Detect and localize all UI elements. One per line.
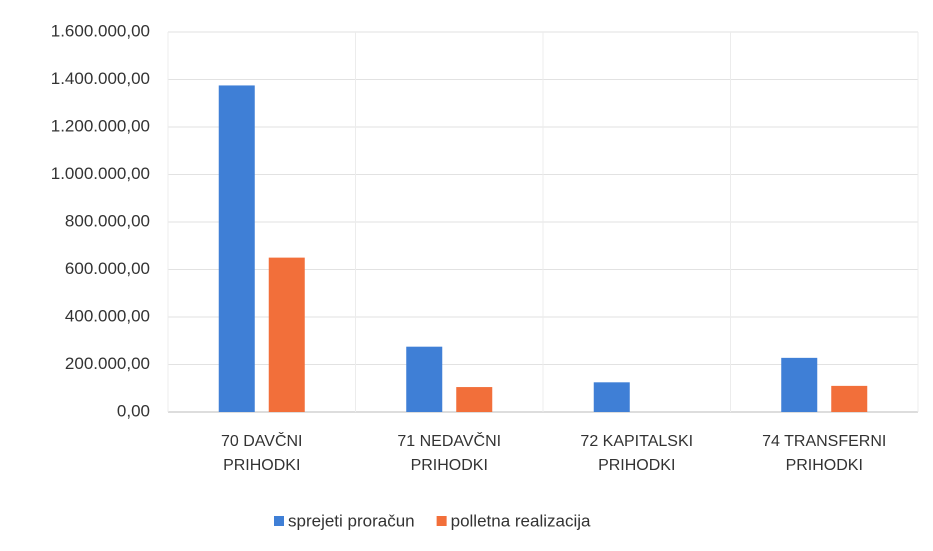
bar [268, 257, 305, 412]
legend-label: polletna realizacija [451, 511, 591, 530]
y-tick-label: 800.000,00 [65, 211, 150, 230]
y-tick-label: 400.000,00 [65, 306, 150, 325]
legend-label: sprejeti proračun [288, 511, 415, 530]
y-tick-label: 1.400.000,00 [51, 69, 150, 88]
legend-swatch [436, 516, 447, 526]
bar [831, 385, 868, 412]
bar [218, 85, 255, 412]
bar [406, 346, 443, 412]
x-tick-label: 72 KAPITALSKI PRIHODKI [580, 433, 694, 474]
bar [456, 387, 493, 412]
y-tick-label: 1.600.000,00 [51, 21, 150, 40]
bar [593, 382, 630, 412]
y-tick-label: 600.000,00 [65, 259, 150, 278]
x-tick-label: 74 TRANSFERNI PRIHODKI [762, 433, 887, 474]
bar [781, 357, 818, 412]
y-tick-label: 0,00 [117, 401, 150, 420]
y-tick-label: 200.000,00 [65, 354, 150, 373]
x-tick-label: 70 DAVČNI PRIHODKI [220, 433, 303, 474]
x-tick-label: 71 NEDAVČNI PRIHODKI [397, 433, 502, 474]
legend-swatch [274, 516, 284, 526]
y-tick-label: 1.000.000,00 [51, 164, 150, 183]
y-tick-label: 1.200.000,00 [51, 116, 150, 135]
